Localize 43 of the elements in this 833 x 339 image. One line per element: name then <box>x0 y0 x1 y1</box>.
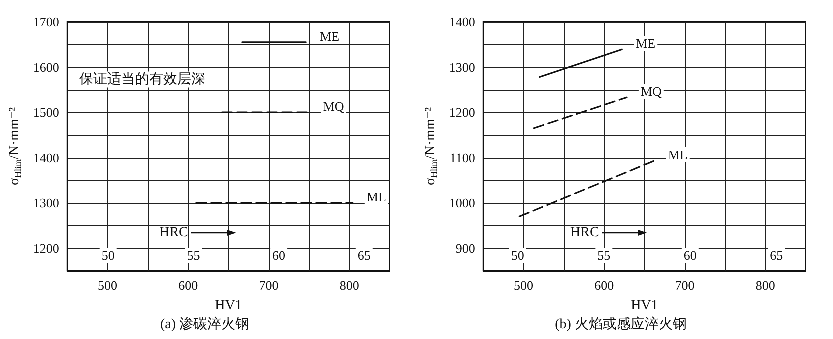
x2-tick-label: 50 <box>511 248 524 263</box>
x-tick-label: 500 <box>514 278 534 293</box>
x-tick-label: 800 <box>756 278 776 293</box>
x2-axis-title: HRC <box>570 226 600 240</box>
x-axis-title: HV1 <box>215 298 242 314</box>
series-label: ME <box>636 36 656 52</box>
x2-tick-label: 55 <box>187 248 200 263</box>
x-tick-label: 800 <box>340 278 360 293</box>
y-tick-label: 1200 <box>449 105 476 120</box>
x2-tick-label: 60 <box>272 248 286 263</box>
series-label: ML <box>668 147 688 162</box>
series-label: MQ <box>323 99 345 114</box>
y-tick-label: 1700 <box>33 14 60 30</box>
x2-axis-title: HRC <box>160 226 188 240</box>
series-label: ME <box>320 28 340 44</box>
x-tick-label: 600 <box>594 278 614 293</box>
x-axis-title: HV1 <box>631 298 658 314</box>
y-tick-label: 1500 <box>33 105 60 120</box>
y-tick-label: 1300 <box>449 60 476 75</box>
y-tick-label: 1100 <box>450 150 476 166</box>
x2-tick-label: 50 <box>102 248 115 263</box>
text: (b) 火焰或感应淬火钢 <box>555 316 687 332</box>
x-tick-label: 700 <box>259 278 279 293</box>
y-tick-label: 1000 <box>449 196 476 211</box>
series-label: MQ <box>640 84 663 100</box>
x2-tick-label: 55 <box>598 248 611 263</box>
x2-tick-label: 65 <box>358 248 371 263</box>
y-axis-title: σHlim/N·mm⁻² <box>8 107 23 186</box>
x-tick-label: 600 <box>178 278 198 293</box>
x-tick-label: 700 <box>675 278 695 293</box>
y-tick-label: 1200 <box>33 240 60 256</box>
text: (a) 渗碳淬火钢 <box>160 316 250 332</box>
y-tick-label: 900 <box>456 240 476 256</box>
y-tick-label: 1400 <box>33 150 60 166</box>
x2-tick-label: 60 <box>684 248 697 263</box>
y-axis-title: σHlim/N·mm⁻² <box>424 107 439 186</box>
x2-tick-label: 65 <box>770 248 784 263</box>
series-label: ML <box>366 190 386 205</box>
y-tick-label: 1300 <box>33 196 60 211</box>
x-tick-label: 500 <box>98 278 118 293</box>
annotation: 保证适当的有效层深 <box>79 71 206 88</box>
y-tick-label: 1400 <box>449 14 476 30</box>
y-tick-label: 1600 <box>33 60 60 75</box>
